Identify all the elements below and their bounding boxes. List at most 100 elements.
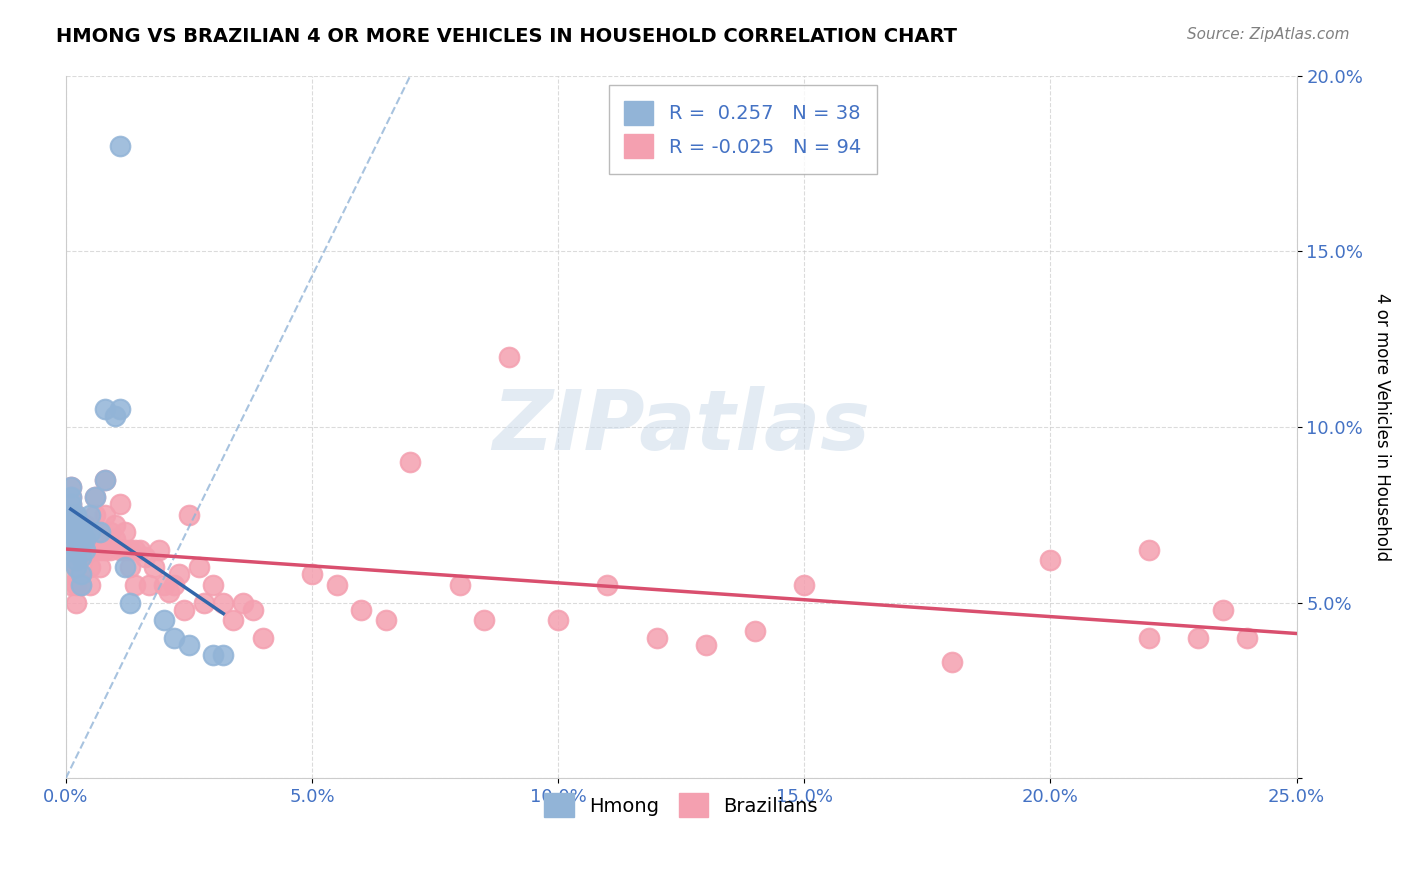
Point (69, 549, 91, 564)
Point (69, 567, 91, 582)
Point (59, 497, 82, 511)
Point (596, 578, 619, 592)
Point (108, 542, 131, 557)
Point (1236, 631, 1258, 645)
Point (65, 560, 87, 574)
Point (232, 596, 254, 610)
Point (69, 578, 91, 592)
Point (104, 533, 127, 547)
Point (128, 542, 150, 557)
Point (793, 578, 815, 592)
Point (65, 525, 87, 540)
Point (1137, 631, 1160, 645)
Point (148, 542, 170, 557)
Point (104, 409, 127, 424)
Point (89, 525, 111, 540)
Point (69, 536, 91, 550)
Point (65, 560, 87, 574)
Point (252, 631, 274, 645)
Point (157, 585, 180, 599)
Point (645, 631, 668, 645)
Point (59, 525, 82, 540)
Point (1187, 631, 1209, 645)
Point (75, 542, 97, 557)
Point (75, 533, 97, 547)
Point (94, 542, 117, 557)
Point (187, 560, 209, 574)
Point (84, 490, 107, 504)
Point (84, 490, 107, 504)
Point (59, 553, 82, 567)
Point (153, 578, 176, 592)
Point (65, 525, 87, 540)
Text: HMONG VS BRAZILIAN 4 OR MORE VEHICLES IN HOUSEHOLD CORRELATION CHART: HMONG VS BRAZILIAN 4 OR MORE VEHICLES IN… (56, 27, 957, 45)
Point (79, 525, 101, 540)
Point (114, 542, 136, 557)
Point (59, 525, 82, 540)
Point (69, 549, 91, 564)
Point (65, 533, 87, 547)
Point (222, 613, 245, 627)
Point (89, 525, 111, 540)
Point (59, 497, 82, 511)
Point (1137, 542, 1160, 557)
Point (59, 515, 82, 529)
Point (59, 480, 82, 494)
Point (399, 455, 422, 469)
Point (79, 525, 101, 540)
Point (108, 138, 131, 153)
Point (118, 596, 141, 610)
Point (108, 497, 131, 511)
Point (59, 508, 82, 522)
Point (94, 473, 117, 487)
Point (177, 508, 200, 522)
Point (163, 578, 186, 592)
Point (94, 508, 117, 522)
Point (79, 578, 101, 592)
Point (118, 542, 141, 557)
Point (59, 578, 82, 592)
Point (59, 542, 82, 557)
Point (138, 578, 160, 592)
Point (498, 350, 520, 364)
Point (65, 533, 87, 547)
Point (59, 490, 82, 504)
Point (941, 655, 963, 669)
Point (59, 480, 82, 494)
Point (108, 402, 131, 417)
Point (59, 490, 82, 504)
Point (153, 613, 176, 627)
Point (177, 638, 200, 652)
Point (193, 596, 215, 610)
Point (75, 533, 97, 547)
Point (118, 560, 141, 574)
Point (449, 578, 471, 592)
Text: ZIPatlas: ZIPatlas (492, 386, 870, 467)
Point (69, 567, 91, 582)
Point (79, 542, 101, 557)
Point (202, 648, 225, 663)
Point (744, 624, 766, 638)
Point (65, 542, 87, 557)
Point (1039, 553, 1062, 567)
Point (69, 525, 91, 540)
Point (242, 602, 264, 616)
Point (84, 542, 107, 557)
Point (65, 578, 87, 592)
Point (167, 567, 190, 582)
Text: Source: ZipAtlas.com: Source: ZipAtlas.com (1187, 27, 1350, 42)
Point (374, 613, 396, 627)
Point (695, 638, 717, 652)
Point (350, 602, 373, 616)
Y-axis label: 4 or more Vehicles in Household: 4 or more Vehicles in Household (1374, 293, 1391, 561)
Point (94, 473, 117, 487)
Point (1212, 602, 1234, 616)
Point (94, 402, 117, 417)
Point (89, 560, 111, 574)
Point (325, 578, 347, 592)
Point (65, 553, 87, 567)
Point (98, 542, 121, 557)
Point (79, 560, 101, 574)
Point (202, 578, 225, 592)
Point (65, 508, 87, 522)
